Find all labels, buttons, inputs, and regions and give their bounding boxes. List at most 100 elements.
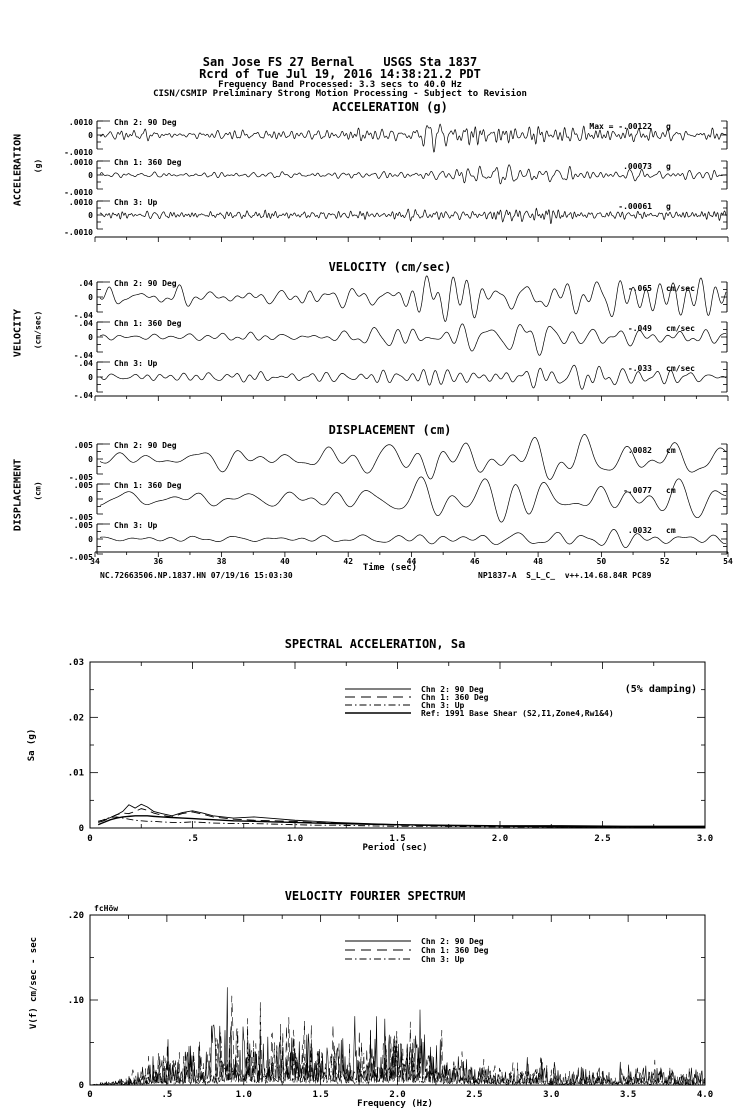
svg-text:0: 0 bbox=[88, 211, 93, 220]
record-timestamp: Rcrd of Tue Jul 19, 2016 14:38:21.2 PDT bbox=[199, 67, 481, 81]
svg-text:.01: .01 bbox=[68, 769, 84, 779]
svg-text:0: 0 bbox=[87, 1090, 92, 1100]
svg-text:.04: .04 bbox=[79, 319, 94, 328]
svg-text:0: 0 bbox=[88, 455, 93, 464]
station-title: San Jose FS 27 Bernal USGS Sta 1837 bbox=[202, 55, 478, 69]
svg-text:0: 0 bbox=[88, 131, 93, 140]
svg-text:Chn 1: 360 Deg: Chn 1: 360 Deg bbox=[421, 693, 489, 702]
svg-text:2.0: 2.0 bbox=[492, 834, 508, 844]
svg-text:.5: .5 bbox=[161, 1090, 172, 1100]
svg-text:g: g bbox=[666, 122, 671, 131]
svg-text:0: 0 bbox=[88, 333, 93, 342]
svg-text:-.0010: -.0010 bbox=[64, 188, 93, 197]
svg-text:Chn 1: 360 Deg: Chn 1: 360 Deg bbox=[114, 481, 182, 490]
svg-text:cm/sec: cm/sec bbox=[666, 364, 695, 373]
svg-text:2.5: 2.5 bbox=[594, 834, 610, 844]
fourier-spectrum-title: VELOCITY FOURIER SPECTRUM bbox=[284, 889, 466, 903]
period-axis-label: Period (sec) bbox=[362, 843, 428, 853]
svg-text:-.005: -.005 bbox=[69, 473, 93, 482]
svg-text:.0010: .0010 bbox=[69, 158, 93, 167]
svg-text:.02: .02 bbox=[68, 713, 84, 723]
displacement-title: DISPLACEMENT (cm) bbox=[328, 423, 452, 437]
svg-text:1.5: 1.5 bbox=[389, 834, 405, 844]
acceleration-title: ACCELERATION (g) bbox=[332, 100, 448, 114]
svg-text:.0082: .0082 bbox=[628, 446, 652, 455]
svg-text:-.04: -.04 bbox=[74, 351, 93, 360]
svg-text:3.0: 3.0 bbox=[697, 834, 713, 844]
svg-text:Chn 2: 90 Deg: Chn 2: 90 Deg bbox=[421, 685, 484, 694]
svg-text:Chn 3: Up: Chn 3: Up bbox=[114, 521, 158, 530]
frequency-axis-label: Frequency (Hz) bbox=[357, 1099, 433, 1109]
svg-text:Chn 3: Up: Chn 3: Up bbox=[114, 198, 158, 207]
svg-text:0: 0 bbox=[88, 293, 93, 302]
svg-text:.00073: .00073 bbox=[623, 162, 652, 171]
svg-text:54: 54 bbox=[723, 557, 733, 566]
svg-text:.005: .005 bbox=[74, 441, 93, 450]
svg-text:Chn 1: 360 Deg: Chn 1: 360 Deg bbox=[421, 946, 489, 955]
svg-text:-.0010: -.0010 bbox=[64, 228, 93, 237]
svg-text:1.0: 1.0 bbox=[287, 834, 303, 844]
svg-text:Max = -.00122: Max = -.00122 bbox=[589, 122, 652, 131]
svg-text:fcHöw: fcHöw bbox=[94, 904, 118, 913]
svg-text:38: 38 bbox=[217, 557, 227, 566]
svg-text:48: 48 bbox=[533, 557, 543, 566]
svg-text:52: 52 bbox=[660, 557, 670, 566]
svg-text:-.04: -.04 bbox=[74, 391, 93, 400]
svg-text:Chn 3: Up: Chn 3: Up bbox=[421, 955, 465, 964]
svg-text:-.00061: -.00061 bbox=[618, 202, 652, 211]
frequency-band-note: Frequency Band Processed: 3.3 secs to 40… bbox=[218, 80, 462, 90]
svg-text:cm: cm bbox=[666, 446, 676, 455]
svg-text:Chn 2: 90 Deg: Chn 2: 90 Deg bbox=[421, 937, 484, 946]
svg-text:cm/sec: cm/sec bbox=[666, 284, 695, 293]
svg-text:.005: .005 bbox=[74, 521, 93, 530]
svg-text:.5: .5 bbox=[187, 834, 198, 844]
svg-text:Chn 2: 90 Deg: Chn 2: 90 Deg bbox=[114, 441, 177, 450]
svg-text:0: 0 bbox=[88, 373, 93, 382]
svg-text:36: 36 bbox=[153, 557, 163, 566]
svg-text:.005: .005 bbox=[74, 481, 93, 490]
svg-text:.04: .04 bbox=[79, 279, 94, 288]
velocity-title: VELOCITY (cm/sec) bbox=[328, 260, 452, 274]
svg-text:cm: cm bbox=[666, 526, 676, 535]
record-id-footer: NC.72663506.NP.1837.HN 07/19/16 15:03:30 bbox=[100, 571, 293, 580]
svg-text:Chn 2: 90 Deg: Chn 2: 90 Deg bbox=[114, 279, 177, 288]
svg-text:.20: .20 bbox=[68, 911, 84, 921]
svg-text:.03: .03 bbox=[68, 658, 84, 668]
svg-text:50: 50 bbox=[597, 557, 607, 566]
svg-text:Chn 2: 90 Deg: Chn 2: 90 Deg bbox=[114, 118, 177, 127]
spectral-acceleration-title: SPECTRAL ACCELERATION, Sa bbox=[284, 637, 466, 651]
svg-text:0: 0 bbox=[87, 834, 92, 844]
time-axis-label: Time (sec) bbox=[362, 563, 418, 573]
svg-text:(5% damping): (5% damping) bbox=[625, 683, 697, 695]
svg-text:2.0: 2.0 bbox=[389, 1090, 405, 1100]
svg-text:-.049: -.049 bbox=[628, 324, 652, 333]
processing-version-footer: NP1837-A S_L_C_ v++.14.68.84R PC89 bbox=[478, 571, 652, 580]
svg-text:-.04: -.04 bbox=[74, 311, 93, 320]
svg-text:44: 44 bbox=[407, 557, 417, 566]
svg-text:-.0010: -.0010 bbox=[64, 148, 93, 157]
svg-text:.10: .10 bbox=[68, 996, 84, 1006]
svg-text:-.005: -.005 bbox=[69, 553, 93, 562]
processing-disclaimer: CISN/CSMIP Preliminary Strong Motion Pro… bbox=[153, 89, 527, 99]
svg-text:42: 42 bbox=[343, 557, 353, 566]
svg-text:g: g bbox=[666, 202, 671, 211]
svg-text:-.065: -.065 bbox=[628, 284, 652, 293]
svg-text:cm: cm bbox=[666, 486, 676, 495]
svg-text:-.0077: -.0077 bbox=[623, 486, 652, 495]
svg-text:-.005: -.005 bbox=[69, 513, 93, 522]
svg-text:40: 40 bbox=[280, 557, 290, 566]
svg-text:.0010: .0010 bbox=[69, 198, 93, 207]
svg-text:.0010: .0010 bbox=[69, 118, 93, 127]
svg-text:34: 34 bbox=[90, 557, 100, 566]
svg-text:.04: .04 bbox=[79, 359, 94, 368]
svg-text:.0032: .0032 bbox=[628, 526, 652, 535]
svg-text:2.5: 2.5 bbox=[466, 1090, 482, 1100]
svg-text:Chn 3: Up: Chn 3: Up bbox=[114, 359, 158, 368]
svg-text:1.0: 1.0 bbox=[236, 1090, 252, 1100]
svg-text:Chn 1: 360 Deg: Chn 1: 360 Deg bbox=[114, 158, 182, 167]
svg-text:0: 0 bbox=[88, 535, 93, 544]
svg-text:-.033: -.033 bbox=[628, 364, 652, 373]
svg-text:0: 0 bbox=[79, 824, 84, 834]
